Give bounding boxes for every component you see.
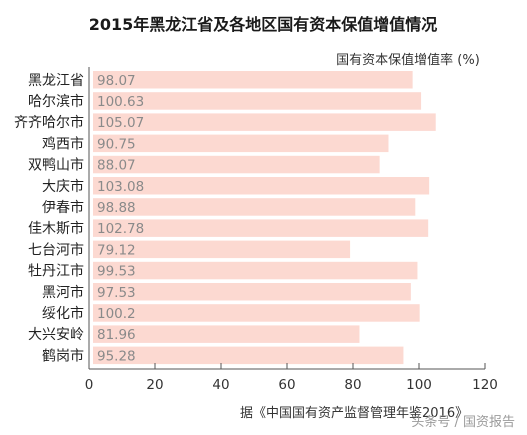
category-label-5: 大庆市 <box>42 178 84 195</box>
bar-11 <box>93 304 420 322</box>
category-label-9: 牡丹江市 <box>28 263 84 280</box>
value-label-9: 99.53 <box>97 264 136 280</box>
value-label-13: 95.28 <box>97 348 136 364</box>
category-label-6: 伊春市 <box>42 199 84 216</box>
value-label-3: 90.75 <box>97 136 136 152</box>
value-labels: 98.07 100.63 105.07 90.75 88.07 103.08 98.88 10… <box>97 73 144 365</box>
value-label-6: 98.88 <box>97 200 136 216</box>
x-tick-label-0: 0 <box>85 377 94 393</box>
unit-label: 国有资本保值增值率 (%) <box>336 52 480 68</box>
bar-8 <box>93 240 351 259</box>
bar-4 <box>93 155 380 174</box>
value-label-10: 97.53 <box>97 285 136 301</box>
bars-group <box>93 71 436 365</box>
category-label-11: 绥化市 <box>42 305 84 322</box>
x-tick-label-3: 60 <box>278 377 295 393</box>
bar-9 <box>93 261 418 280</box>
category-labels: 黑龙江省哈尔滨市齐齐哈尔市鸡西市双鸭山市大庆市伊春市佳木斯市七台河市牡丹江市黑河… <box>14 73 84 365</box>
category-label-7: 佳木斯市 <box>28 220 84 237</box>
bar-0 <box>93 71 413 89</box>
category-label-10: 黑河市 <box>42 284 84 301</box>
category-label-13: 鹤岗市 <box>42 347 84 364</box>
x-tick-label-4: 80 <box>344 377 361 393</box>
value-label-5: 103.08 <box>97 179 144 195</box>
value-label-2: 105.07 <box>97 115 144 131</box>
bar-6 <box>93 198 416 216</box>
category-label-1: 哈尔滨市 <box>28 93 84 110</box>
bar-13 <box>93 346 404 365</box>
bar-2 <box>93 113 436 131</box>
value-label-1: 100.63 <box>97 94 144 110</box>
chart-title: 2015年黑龙江省及各地区国有资本保值增值情况 <box>89 15 438 34</box>
x-axis: 0 20 40 60 80 100 120 <box>85 67 498 393</box>
value-label-7: 102.78 <box>97 221 144 237</box>
category-label-8: 七台河市 <box>28 241 84 258</box>
source-note: 据《中国国有资产监督管理年鉴2016》 <box>240 406 468 421</box>
bar-7 <box>93 219 429 237</box>
bar-1 <box>93 92 422 110</box>
x-tick-label-1: 20 <box>146 377 163 393</box>
value-label-12: 81.96 <box>97 327 136 343</box>
category-label-12: 大兴安岭 <box>28 327 84 343</box>
x-tick-label-5: 100 <box>406 377 432 393</box>
category-label-4: 双鸭山市 <box>28 157 84 174</box>
bar-10 <box>93 283 411 301</box>
value-label-4: 88.07 <box>97 158 136 174</box>
x-tick-label-2: 40 <box>212 377 229 393</box>
bar-3 <box>93 134 389 153</box>
category-label-3: 鸡西市 <box>42 135 84 152</box>
value-label-0: 98.07 <box>97 73 136 89</box>
bar-5 <box>93 177 430 195</box>
category-label-0: 黑龙江省 <box>28 73 84 89</box>
bar-12 <box>93 325 360 343</box>
watermark: 头条号 / 国资报告 <box>411 414 515 430</box>
value-label-11: 100.2 <box>97 306 136 322</box>
value-label-8: 79.12 <box>97 242 136 258</box>
category-label-2: 齐齐哈尔市 <box>14 114 84 131</box>
x-tick-label-6: 120 <box>472 377 498 393</box>
